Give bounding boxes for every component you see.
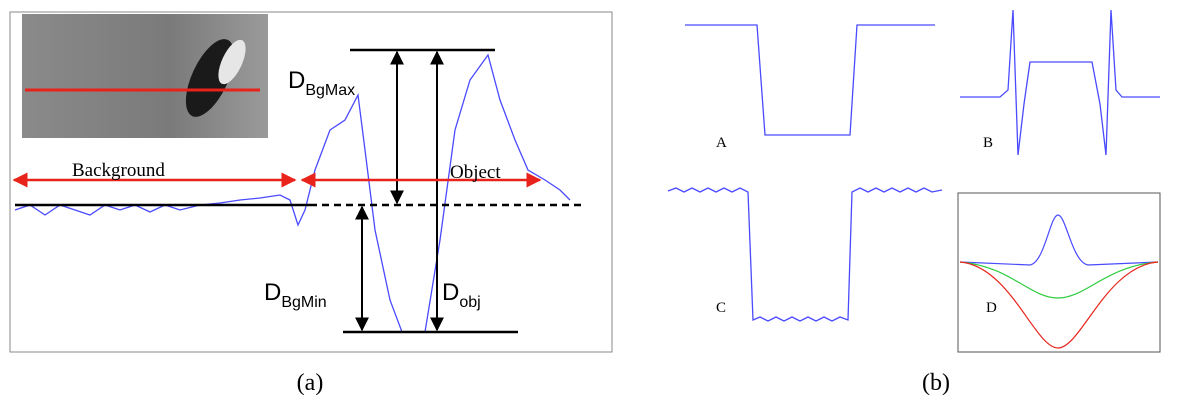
object-label: Object [450, 162, 501, 183]
filter-b [960, 9, 1160, 156]
filter-c [667, 187, 943, 322]
inset-highlight [218, 39, 246, 85]
d-main: D [442, 279, 459, 306]
filter-a [685, 24, 935, 136]
panel-label: (a) [297, 370, 324, 396]
plot-label: A [716, 135, 727, 151]
plot-label: D [986, 300, 997, 316]
profile-curve [14, 53, 571, 333]
background-label: Background [72, 160, 165, 181]
curve-blue [959, 214, 1159, 266]
panel-label: (b) [922, 370, 950, 396]
plot-frame [9, 11, 613, 353]
curve-green [959, 261, 1159, 299]
d-sub: obj [459, 294, 480, 311]
d-sub: BgMin [281, 294, 326, 311]
d-bgmax-label: DBgMax [288, 67, 355, 99]
curve-red [959, 261, 1159, 349]
d-main: D [288, 67, 305, 94]
d-main: D [264, 279, 281, 306]
plot-label: C [716, 300, 726, 316]
panel-a: Background Object DBgMax DBgMin Dobj (a) [9, 11, 613, 396]
d-sub: BgMax [305, 82, 355, 99]
d-obj-label: Dobj [442, 279, 481, 311]
plot-label: B [983, 135, 993, 151]
d-bgmin-label: DBgMin [264, 279, 327, 311]
plot-frame [957, 192, 1161, 353]
panel-b: A B C D (b) [667, 9, 1161, 396]
inset-object [185, 39, 235, 117]
